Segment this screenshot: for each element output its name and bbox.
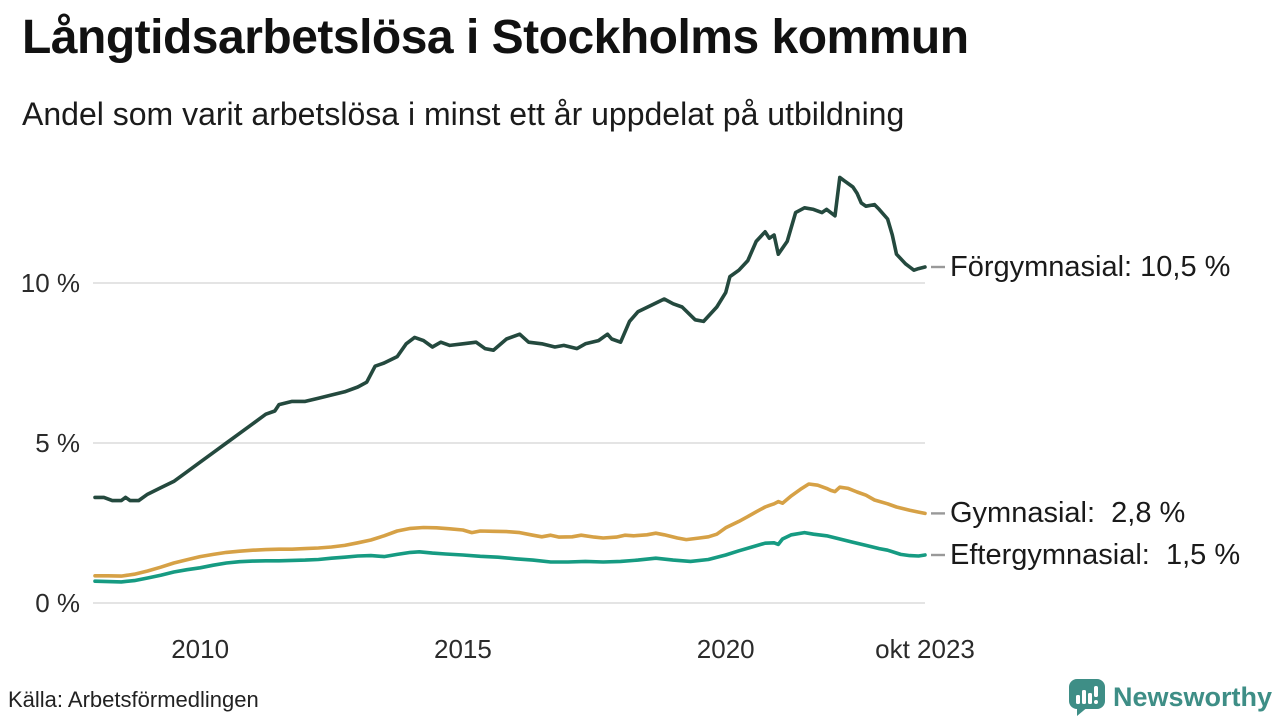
x-axis-label-2015: 2015 xyxy=(433,634,492,664)
chart-title: Långtidsarbetslösa i Stockholms kommun xyxy=(22,11,969,64)
y-axis-label-0pct: 0 % xyxy=(35,588,80,618)
series-label-eftergymnasial: Eftergymnasial: 1,5 % xyxy=(950,539,1241,571)
x-axis-label-2020: 2020 xyxy=(696,634,755,664)
x-axis-label-okt2023: okt 2023 xyxy=(875,634,975,664)
y-axis-label-5pct: 5 % xyxy=(35,428,80,458)
chart-subtitle: Andel som varit arbetslösa i minst ett å… xyxy=(22,96,905,132)
source-note: Källa: Arbetsförmedlingen xyxy=(8,687,259,712)
series-label-forgymnasial: Förgymnasial: 10,5 % xyxy=(950,251,1231,283)
newsworthy-logo: Newsworthy xyxy=(1068,678,1272,716)
brand-name: Newsworthy xyxy=(1112,681,1272,712)
y-axis-label-10pct: 10 % xyxy=(20,268,80,298)
newsworthy-logo-icon xyxy=(1068,679,1105,716)
x-axis-label-2010: 2010 xyxy=(171,634,230,664)
series-label-gymnasial: Gymnasial: 2,8 % xyxy=(950,497,1186,530)
